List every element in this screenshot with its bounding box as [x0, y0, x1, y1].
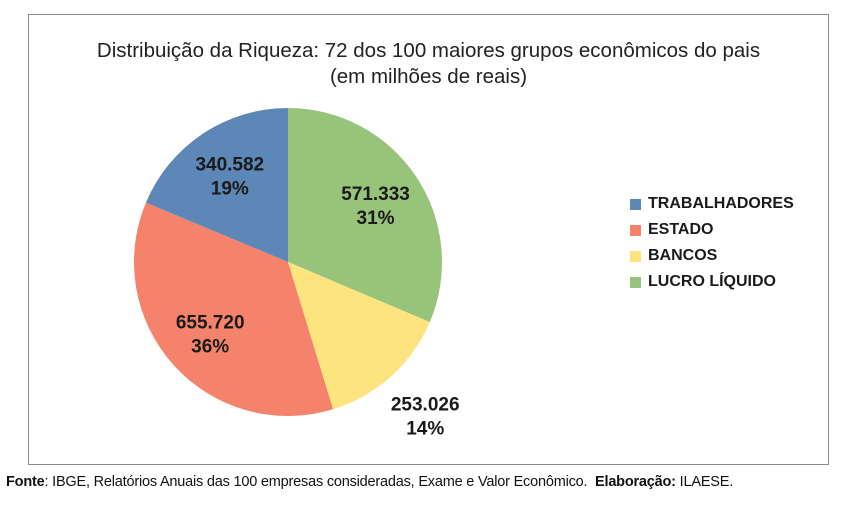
- legend-item: LUCRO LÍQUIDO: [630, 269, 794, 295]
- legend-item: TRABALHADORES: [630, 191, 794, 217]
- data-label-value: 253.026: [391, 394, 460, 415]
- data-label-value: 340.582: [195, 155, 264, 176]
- data-label-percent: 31%: [357, 208, 395, 229]
- data-label-value: 655.720: [176, 312, 245, 333]
- pie-slice-bancos: [288, 262, 430, 410]
- data-label-value: 571.333: [341, 184, 410, 205]
- source-elaboracao-text: ILAESE.: [675, 474, 734, 490]
- chart-subtitle: (em milhões de reais): [329, 65, 528, 88]
- legend-label: ESTADO: [648, 221, 714, 238]
- legend-swatch: [630, 276, 641, 288]
- legend-swatch: [630, 224, 641, 236]
- legend-label: LUCRO LÍQUIDO: [648, 273, 776, 290]
- data-label-percent: 14%: [406, 418, 444, 439]
- pie-slice-estado: [134, 202, 334, 416]
- source-fonte-text: : IBGE, Relatórios Anuais das 100 empres…: [44, 474, 588, 490]
- source-elaboracao-label: Elaboração:: [595, 474, 676, 490]
- chart-title: Distribuição da Riqueza: 72 dos 100 maio…: [28, 38, 829, 90]
- legend-swatch: [630, 250, 641, 262]
- legend-swatch: [630, 198, 641, 210]
- pie-slice-lucro-l-quido: [288, 108, 442, 323]
- data-label-percent: 36%: [191, 336, 229, 357]
- legend-label: TRABALHADORES: [648, 195, 794, 212]
- chart-title-main: Distribuição da Riqueza: 72 dos 100 maio…: [96, 39, 761, 62]
- source-fonte-label: Fonte: [6, 474, 45, 490]
- source-note: Fonte: IBGE, Relatórios Anuais das 100 e…: [6, 474, 733, 490]
- legend: TRABALHADORES ESTADO BANCOS LUCRO LÍQUIDO: [630, 191, 794, 295]
- pie-slice-trabalhadores: [145, 108, 288, 262]
- data-label-percent: 19%: [211, 179, 249, 200]
- legend-item: BANCOS: [630, 243, 794, 269]
- legend-label: BANCOS: [648, 247, 718, 264]
- legend-item: ESTADO: [630, 217, 794, 243]
